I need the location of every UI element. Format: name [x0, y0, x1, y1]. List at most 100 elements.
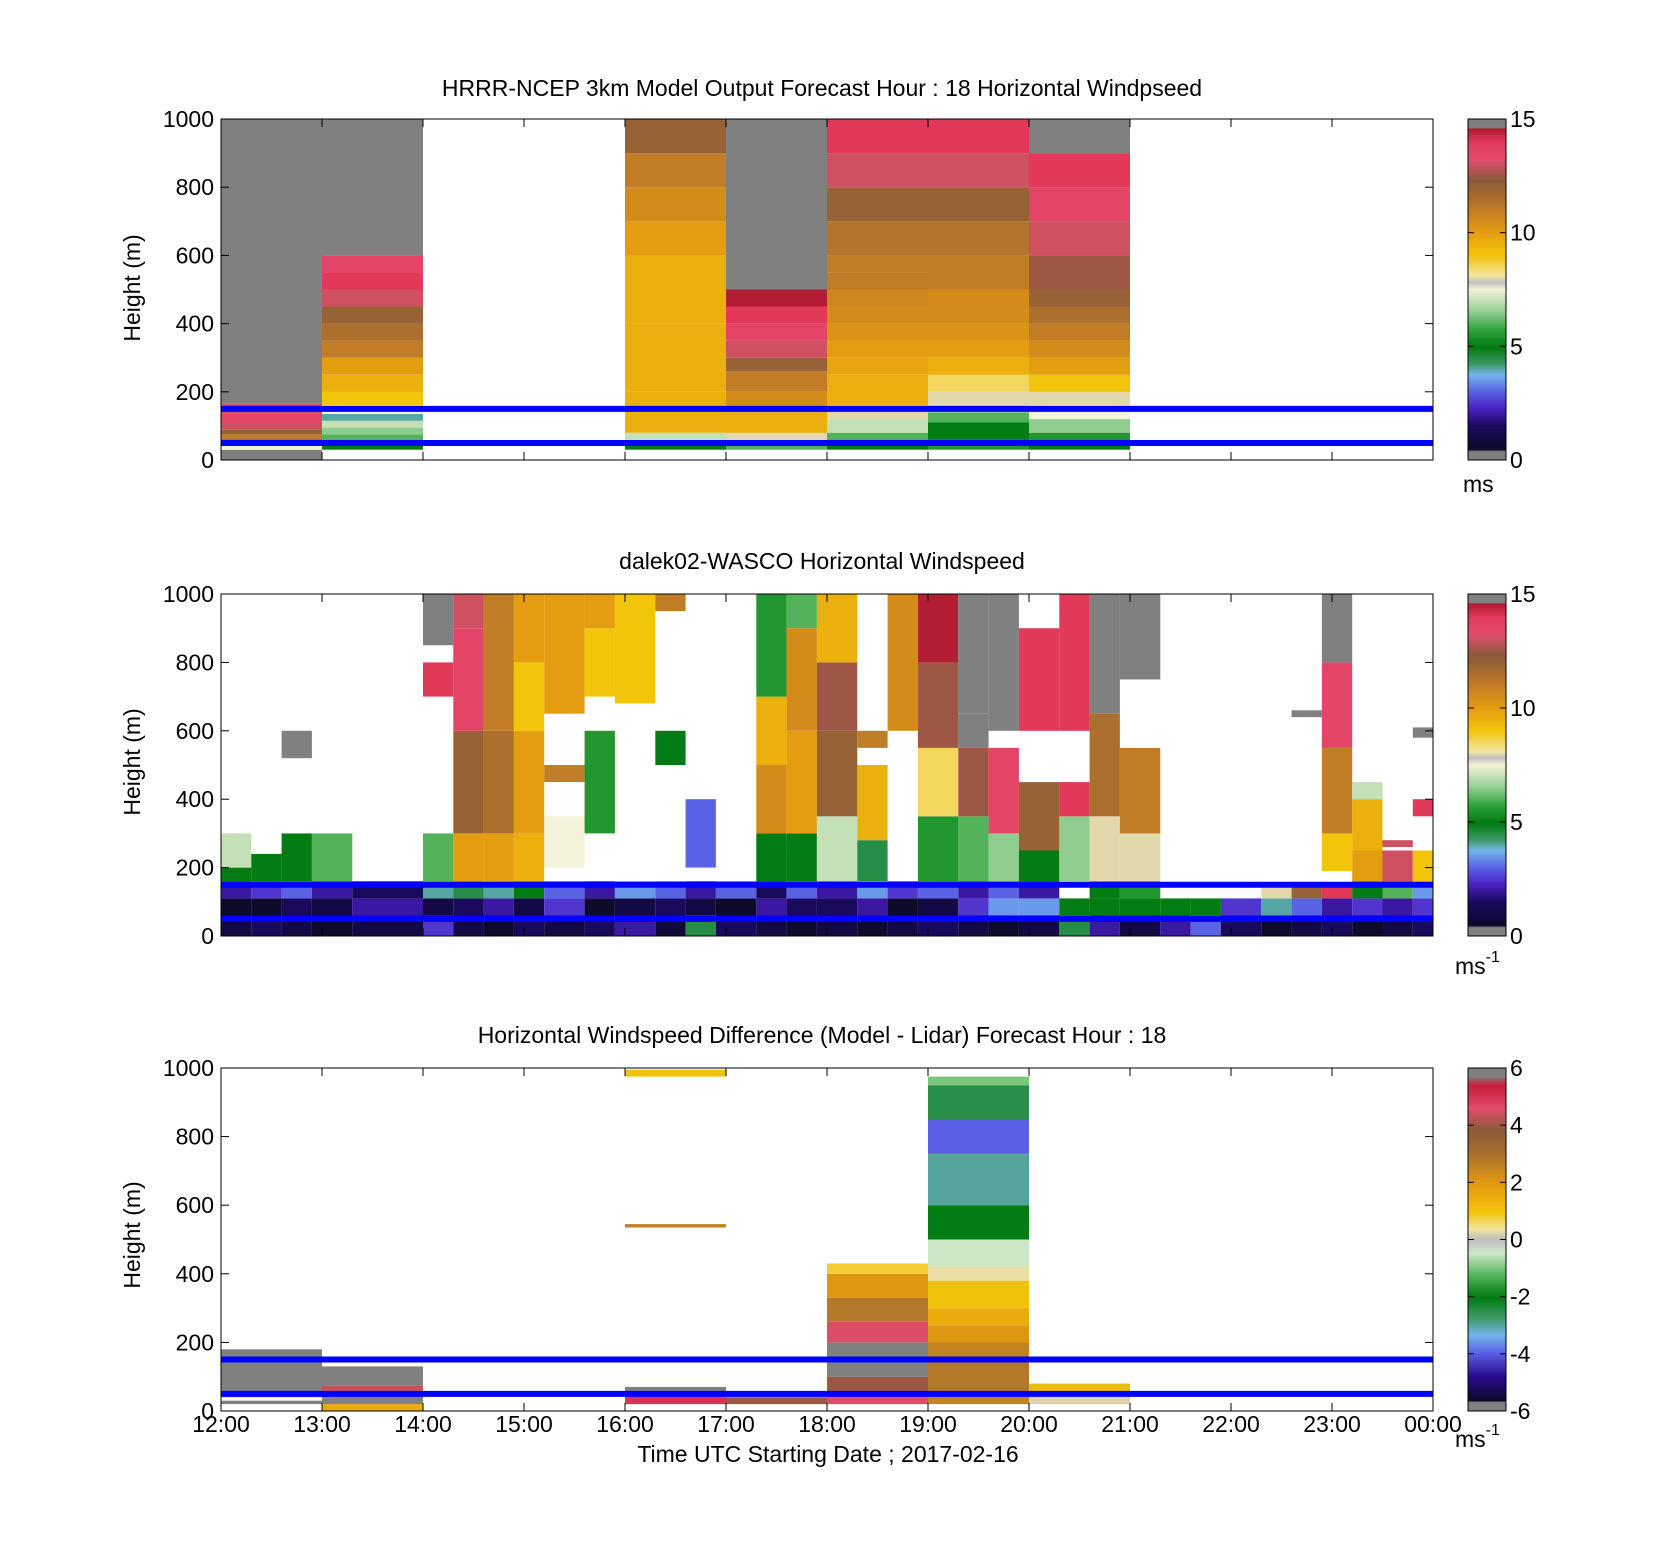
heatmap-cell — [928, 1076, 1029, 1086]
heatmap-cell — [513, 833, 545, 882]
x-tick-label: 22:00 — [1202, 1411, 1260, 1437]
colorbar-tick-label: 2 — [1510, 1169, 1523, 1195]
heatmap-cell — [827, 1376, 928, 1394]
colorbar: 0 5 10 15 — [1467, 581, 1536, 949]
colorbar-tick-label: 6 — [1510, 1055, 1523, 1081]
heatmap-cell — [1352, 850, 1383, 882]
panel-title: HRRR-NCEP 3km Model Output Forecast Hour… — [442, 75, 1202, 101]
heatmap-cell — [928, 1239, 1029, 1267]
y-axis-label: Height (m) — [119, 1181, 145, 1288]
heatmap-cell — [614, 594, 656, 704]
heatmap-cell — [726, 432, 827, 443]
heatmap-cell — [827, 1321, 928, 1343]
heatmap-cell — [928, 1308, 1029, 1326]
y-tick-label: 600 — [176, 1192, 214, 1218]
colorbar-tick-label: 5 — [1510, 333, 1523, 359]
heatmap-cell — [1029, 187, 1130, 222]
heatmap-cell — [827, 221, 928, 256]
heatmap-cell — [928, 412, 1029, 423]
x-tick-label: 15:00 — [495, 1411, 553, 1437]
heatmap-cell — [1029, 306, 1130, 324]
heatmap-cell — [625, 442, 726, 450]
heatmap-cell — [655, 594, 686, 612]
heatmap-cell — [827, 187, 928, 222]
colorbar-gradient — [1467, 118, 1507, 461]
heatmap-cell — [221, 414, 322, 423]
heatmap-cell — [1412, 884, 1433, 899]
heatmap-cell — [625, 391, 726, 433]
heatmap-cell — [917, 898, 959, 916]
heatmap-cell — [453, 730, 484, 834]
heatmap-cell — [655, 730, 686, 765]
heatmap-cell — [483, 898, 514, 916]
heatmap-cell — [726, 340, 827, 358]
heatmap-cell — [928, 153, 1029, 188]
colorbar-tick-label: 10 — [1510, 695, 1536, 721]
heatmap-cell — [322, 323, 423, 341]
axes: 0 200 400 600 800 1000 — [163, 106, 1434, 473]
heatmap-cell — [281, 833, 312, 882]
heatmap-cell — [1029, 340, 1130, 358]
heatmap-cell — [1059, 898, 1090, 916]
colorbar: 0 5 10 15 — [1467, 106, 1536, 473]
heatmap-cell — [322, 1393, 423, 1405]
x-tick-label: 21:00 — [1101, 1411, 1159, 1437]
heatmap-cell — [1029, 1393, 1130, 1405]
heatmap-cell — [513, 898, 545, 916]
heatmap-cell — [928, 391, 1029, 406]
heatmap-cell — [625, 432, 726, 443]
heatmap-cell — [726, 306, 827, 324]
x-tick-label: 17:00 — [697, 1411, 755, 1437]
plot-area — [221, 1068, 1433, 1411]
colorbar-tick-label: 0 — [1510, 923, 1523, 949]
heatmap-cell — [322, 374, 423, 392]
heatmap-cell — [544, 816, 585, 868]
heatmap-cell — [857, 898, 888, 916]
heatmap-cell — [1291, 710, 1322, 718]
heatmap-cell — [625, 255, 726, 324]
heatmap-cell — [726, 1397, 827, 1405]
heatmap-cell — [1261, 898, 1292, 916]
heatmap-cell — [816, 662, 858, 731]
heatmap-cell — [887, 594, 918, 731]
heatmap-cell — [625, 153, 726, 188]
heatmap-cell — [827, 432, 928, 443]
heatmap-cell — [544, 898, 585, 916]
heatmap-cell — [322, 1404, 423, 1411]
heatmap-cell — [786, 628, 817, 731]
heatmap-cell — [1291, 884, 1322, 899]
heatmap-cell — [1190, 898, 1221, 916]
heatmap-cell — [322, 272, 423, 290]
heatmap-cell — [584, 594, 615, 629]
heatmap-cell — [726, 442, 827, 450]
heatmap-cell — [311, 833, 353, 882]
heatmap-cell — [322, 1385, 423, 1391]
plot-area — [221, 594, 1433, 936]
y-tick-label: 0 — [201, 447, 214, 473]
heatmap-cell — [322, 427, 423, 435]
heatmap-cell — [322, 255, 423, 273]
colorbar-tick-label: -4 — [1510, 1341, 1531, 1367]
plot-area — [221, 119, 1433, 460]
heatmap-cell — [1119, 594, 1161, 680]
x-axis-label: Time UTC Starting Date ; 2017-02-16 — [637, 1441, 1018, 1467]
heatmap-cell — [958, 816, 989, 882]
heatmap-cell — [988, 594, 1019, 731]
heatmap-cell — [544, 594, 585, 714]
heatmap-cell — [887, 898, 918, 916]
x-tick-label: 14:00 — [394, 1411, 452, 1437]
heatmap-cell — [988, 833, 1019, 882]
y-tick-label: 200 — [176, 855, 214, 881]
heatmap-cell — [1029, 432, 1130, 443]
heatmap-cell — [1352, 799, 1383, 851]
heatmap-cell — [1029, 221, 1130, 256]
heatmap-cell — [928, 1153, 1029, 1206]
heatmap-cell — [827, 340, 928, 358]
heatmap-cell — [625, 1069, 726, 1077]
heatmap-cell — [816, 730, 858, 817]
heatmap-cell — [827, 255, 928, 273]
heatmap-cell — [928, 221, 1029, 256]
colorbar-unit: ms — [1463, 471, 1494, 497]
heatmap-cell — [1382, 850, 1413, 885]
heatmap-cell — [827, 357, 928, 375]
